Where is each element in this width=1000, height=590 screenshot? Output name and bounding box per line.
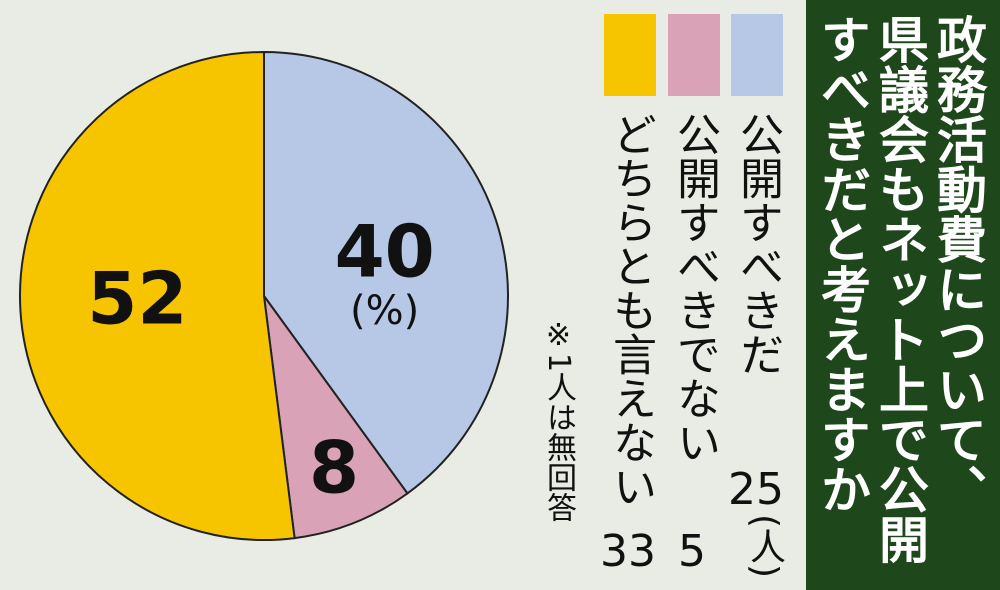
legend-swatch: [604, 14, 656, 96]
legend-label: 公開すべきだ: [732, 112, 783, 376]
legend-swatch: [731, 14, 783, 96]
pie-slice: [263, 295, 409, 540]
legend-label: 公開すべきでない: [669, 112, 720, 464]
legend-swatch: [668, 14, 720, 96]
pie-slice: [263, 50, 509, 495]
pie-slice: [19, 50, 296, 541]
data-label: 40: [335, 209, 435, 293]
unit-label: (%): [350, 288, 419, 334]
title-line: 政務活動費について、: [929, 14, 987, 514]
legend-count: 25: [728, 464, 784, 515]
legend-count: 33: [600, 526, 656, 577]
pie-chart: 40(%) 8 52: [19, 50, 509, 541]
legend-label: どちらとも言えない: [605, 112, 656, 508]
note: ※1人は無回答: [541, 318, 576, 523]
title-panel: 政務活動費について、 県議会もネット上で公開 すべきだと考えますか: [806, 0, 1000, 590]
data-label: 8: [309, 425, 359, 509]
title-line: すべきだと考えますか: [813, 14, 871, 514]
legend-count: 5: [678, 526, 706, 577]
title-line: 県議会もネット上で公開: [871, 14, 929, 564]
count-unit: (人): [744, 514, 785, 579]
data-label: 52: [87, 256, 187, 340]
